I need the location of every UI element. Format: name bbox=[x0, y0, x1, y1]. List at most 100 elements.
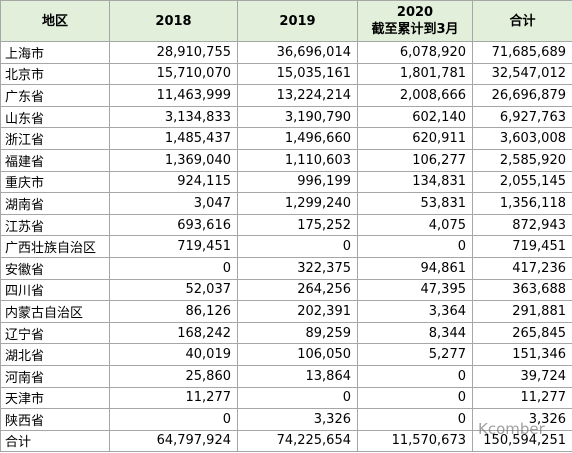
region-cell: 广东省 bbox=[0, 84, 110, 107]
header-label: 合计 bbox=[509, 13, 536, 29]
number-cell: 26,696,879 bbox=[472, 84, 572, 107]
table-row: 广东省 11,463,999 13,224,214 2,008,666 26,696,8… bbox=[0, 84, 572, 107]
region-cell: 浙江省 bbox=[0, 127, 110, 150]
table-row: 天津市 11,277 0 0 11,277 bbox=[0, 386, 572, 410]
number-cell: 3,190,790 bbox=[237, 105, 358, 129]
number-cell: 0 bbox=[237, 235, 358, 258]
number-cell: 3,364 bbox=[357, 300, 473, 323]
number-cell: 620,911 bbox=[357, 127, 473, 150]
number-cell: 6,078,920 bbox=[357, 41, 473, 64]
number-cell: 4,075 bbox=[357, 213, 473, 237]
number-cell: 202,391 bbox=[237, 300, 358, 323]
number-cell: 0 bbox=[357, 408, 473, 431]
number-cell: 89,259 bbox=[237, 321, 358, 345]
number-cell: 1,299,240 bbox=[237, 192, 358, 215]
header-label: 2020 bbox=[396, 5, 434, 20]
number-cell: 719,451 bbox=[472, 235, 572, 258]
number-cell: 1,801,781 bbox=[357, 62, 473, 86]
number-cell: 32,547,012 bbox=[472, 62, 572, 86]
number-cell: 2,585,920 bbox=[472, 148, 572, 172]
number-cell: 71,685,689 bbox=[472, 41, 572, 64]
region-cell: 陕西省 bbox=[0, 408, 110, 431]
number-cell: 5,277 bbox=[357, 343, 473, 366]
number-cell: 106,277 bbox=[357, 148, 473, 172]
region-cell: 合计 bbox=[0, 429, 110, 453]
table-row: 重庆市 924,115 996,199 134,831 2,055,145 bbox=[0, 170, 572, 194]
table-row: 四川省 52,037 264,256 47,395 363,688 bbox=[0, 278, 572, 302]
table-row: 广西壮族自治区 719,451 0 0 719,451 bbox=[0, 235, 572, 258]
region-cell: 湖北省 bbox=[0, 343, 110, 366]
region-cell: 安徽省 bbox=[0, 256, 110, 280]
region-cell: 山东省 bbox=[0, 105, 110, 129]
number-cell: 6,927,763 bbox=[472, 105, 572, 129]
number-cell: 872,943 bbox=[472, 213, 572, 237]
table-row: 福建省 1,369,040 1,110,603 106,277 2,585,920 bbox=[0, 148, 572, 172]
number-cell: 15,710,070 bbox=[109, 62, 238, 86]
number-cell: 1,356,118 bbox=[472, 192, 572, 215]
table-row: 河南省 25,860 13,864 0 39,724 bbox=[0, 364, 572, 388]
number-cell: 86,126 bbox=[109, 300, 238, 323]
region-cell: 四川省 bbox=[0, 278, 110, 302]
number-cell: 3,326 bbox=[472, 408, 572, 431]
column-header: 2020 截至累计到3月 bbox=[357, 0, 473, 42]
number-cell: 0 bbox=[357, 386, 473, 410]
number-cell: 13,864 bbox=[237, 364, 358, 388]
number-cell: 996,199 bbox=[237, 170, 358, 194]
header-sublabel: 截至累计到3月 bbox=[371, 22, 459, 37]
table-row: 江苏省 693,616 175,252 4,075 872,943 bbox=[0, 213, 572, 237]
region-cell: 辽宁省 bbox=[0, 321, 110, 345]
region-cell: 福建省 bbox=[0, 148, 110, 172]
number-cell: 36,696,014 bbox=[237, 41, 358, 64]
number-cell: 417,236 bbox=[472, 256, 572, 280]
number-cell: 47,395 bbox=[357, 278, 473, 302]
number-cell: 11,277 bbox=[109, 386, 238, 410]
number-cell: 363,688 bbox=[472, 278, 572, 302]
region-cell: 上海市 bbox=[0, 41, 110, 64]
region-cell: 重庆市 bbox=[0, 170, 110, 194]
region-cell: 广西壮族自治区 bbox=[0, 235, 110, 258]
number-cell: 168,242 bbox=[109, 321, 238, 345]
region-cell: 天津市 bbox=[0, 386, 110, 410]
number-cell: 175,252 bbox=[237, 213, 358, 237]
number-cell: 693,616 bbox=[109, 213, 238, 237]
number-cell: 40,019 bbox=[109, 343, 238, 366]
number-cell: 2,055,145 bbox=[472, 170, 572, 194]
number-cell: 322,375 bbox=[237, 256, 358, 280]
number-cell: 15,035,161 bbox=[237, 62, 358, 86]
column-header: 地区 bbox=[0, 0, 110, 42]
number-cell: 64,797,924 bbox=[109, 429, 238, 453]
number-cell: 39,724 bbox=[472, 364, 572, 388]
number-cell: 8,344 bbox=[357, 321, 473, 345]
number-cell: 52,037 bbox=[109, 278, 238, 302]
table-row: 浙江省 1,485,437 1,496,660 620,911 3,603,008 bbox=[0, 127, 572, 150]
region-cell: 江苏省 bbox=[0, 213, 110, 237]
number-cell: 719,451 bbox=[109, 235, 238, 258]
column-header: 2018 bbox=[109, 0, 238, 42]
number-cell: 53,831 bbox=[357, 192, 473, 215]
region-cell: 内蒙古自治区 bbox=[0, 300, 110, 323]
number-cell: 291,881 bbox=[472, 300, 572, 323]
number-cell: 924,115 bbox=[109, 170, 238, 194]
table-row: 北京市 15,710,070 15,035,161 1,801,781 32,547,0… bbox=[0, 62, 572, 86]
table-row: 安徽省 0 322,375 94,861 417,236 bbox=[0, 256, 572, 280]
number-cell: 11,277 bbox=[472, 386, 572, 410]
region-cell: 河南省 bbox=[0, 364, 110, 388]
number-cell: 264,256 bbox=[237, 278, 358, 302]
number-cell: 265,845 bbox=[472, 321, 572, 345]
column-header: 2019 bbox=[237, 0, 358, 42]
header-label: 地区 bbox=[41, 13, 68, 29]
table-row: 内蒙古自治区 86,126 202,391 3,364 291,881 bbox=[0, 300, 572, 323]
header-row: 地区 2018 2019 2020 截至累计到3月 合计 bbox=[0, 0, 572, 42]
watermark: Kcomber bbox=[478, 420, 545, 438]
number-cell: 1,496,660 bbox=[237, 127, 358, 150]
number-cell: 106,050 bbox=[237, 343, 358, 366]
header-label: 2019 bbox=[279, 13, 316, 29]
column-header: 合计 bbox=[472, 0, 572, 42]
table-row: 湖北省 40,019 106,050 5,277 151,346 bbox=[0, 343, 572, 366]
number-cell: 74,225,654 bbox=[237, 429, 358, 453]
number-cell: 1,110,603 bbox=[237, 148, 358, 172]
table-row: 湖南省 3,047 1,299,240 53,831 1,356,118 bbox=[0, 192, 572, 215]
number-cell: 1,369,040 bbox=[109, 148, 238, 172]
number-cell: 0 bbox=[237, 386, 358, 410]
